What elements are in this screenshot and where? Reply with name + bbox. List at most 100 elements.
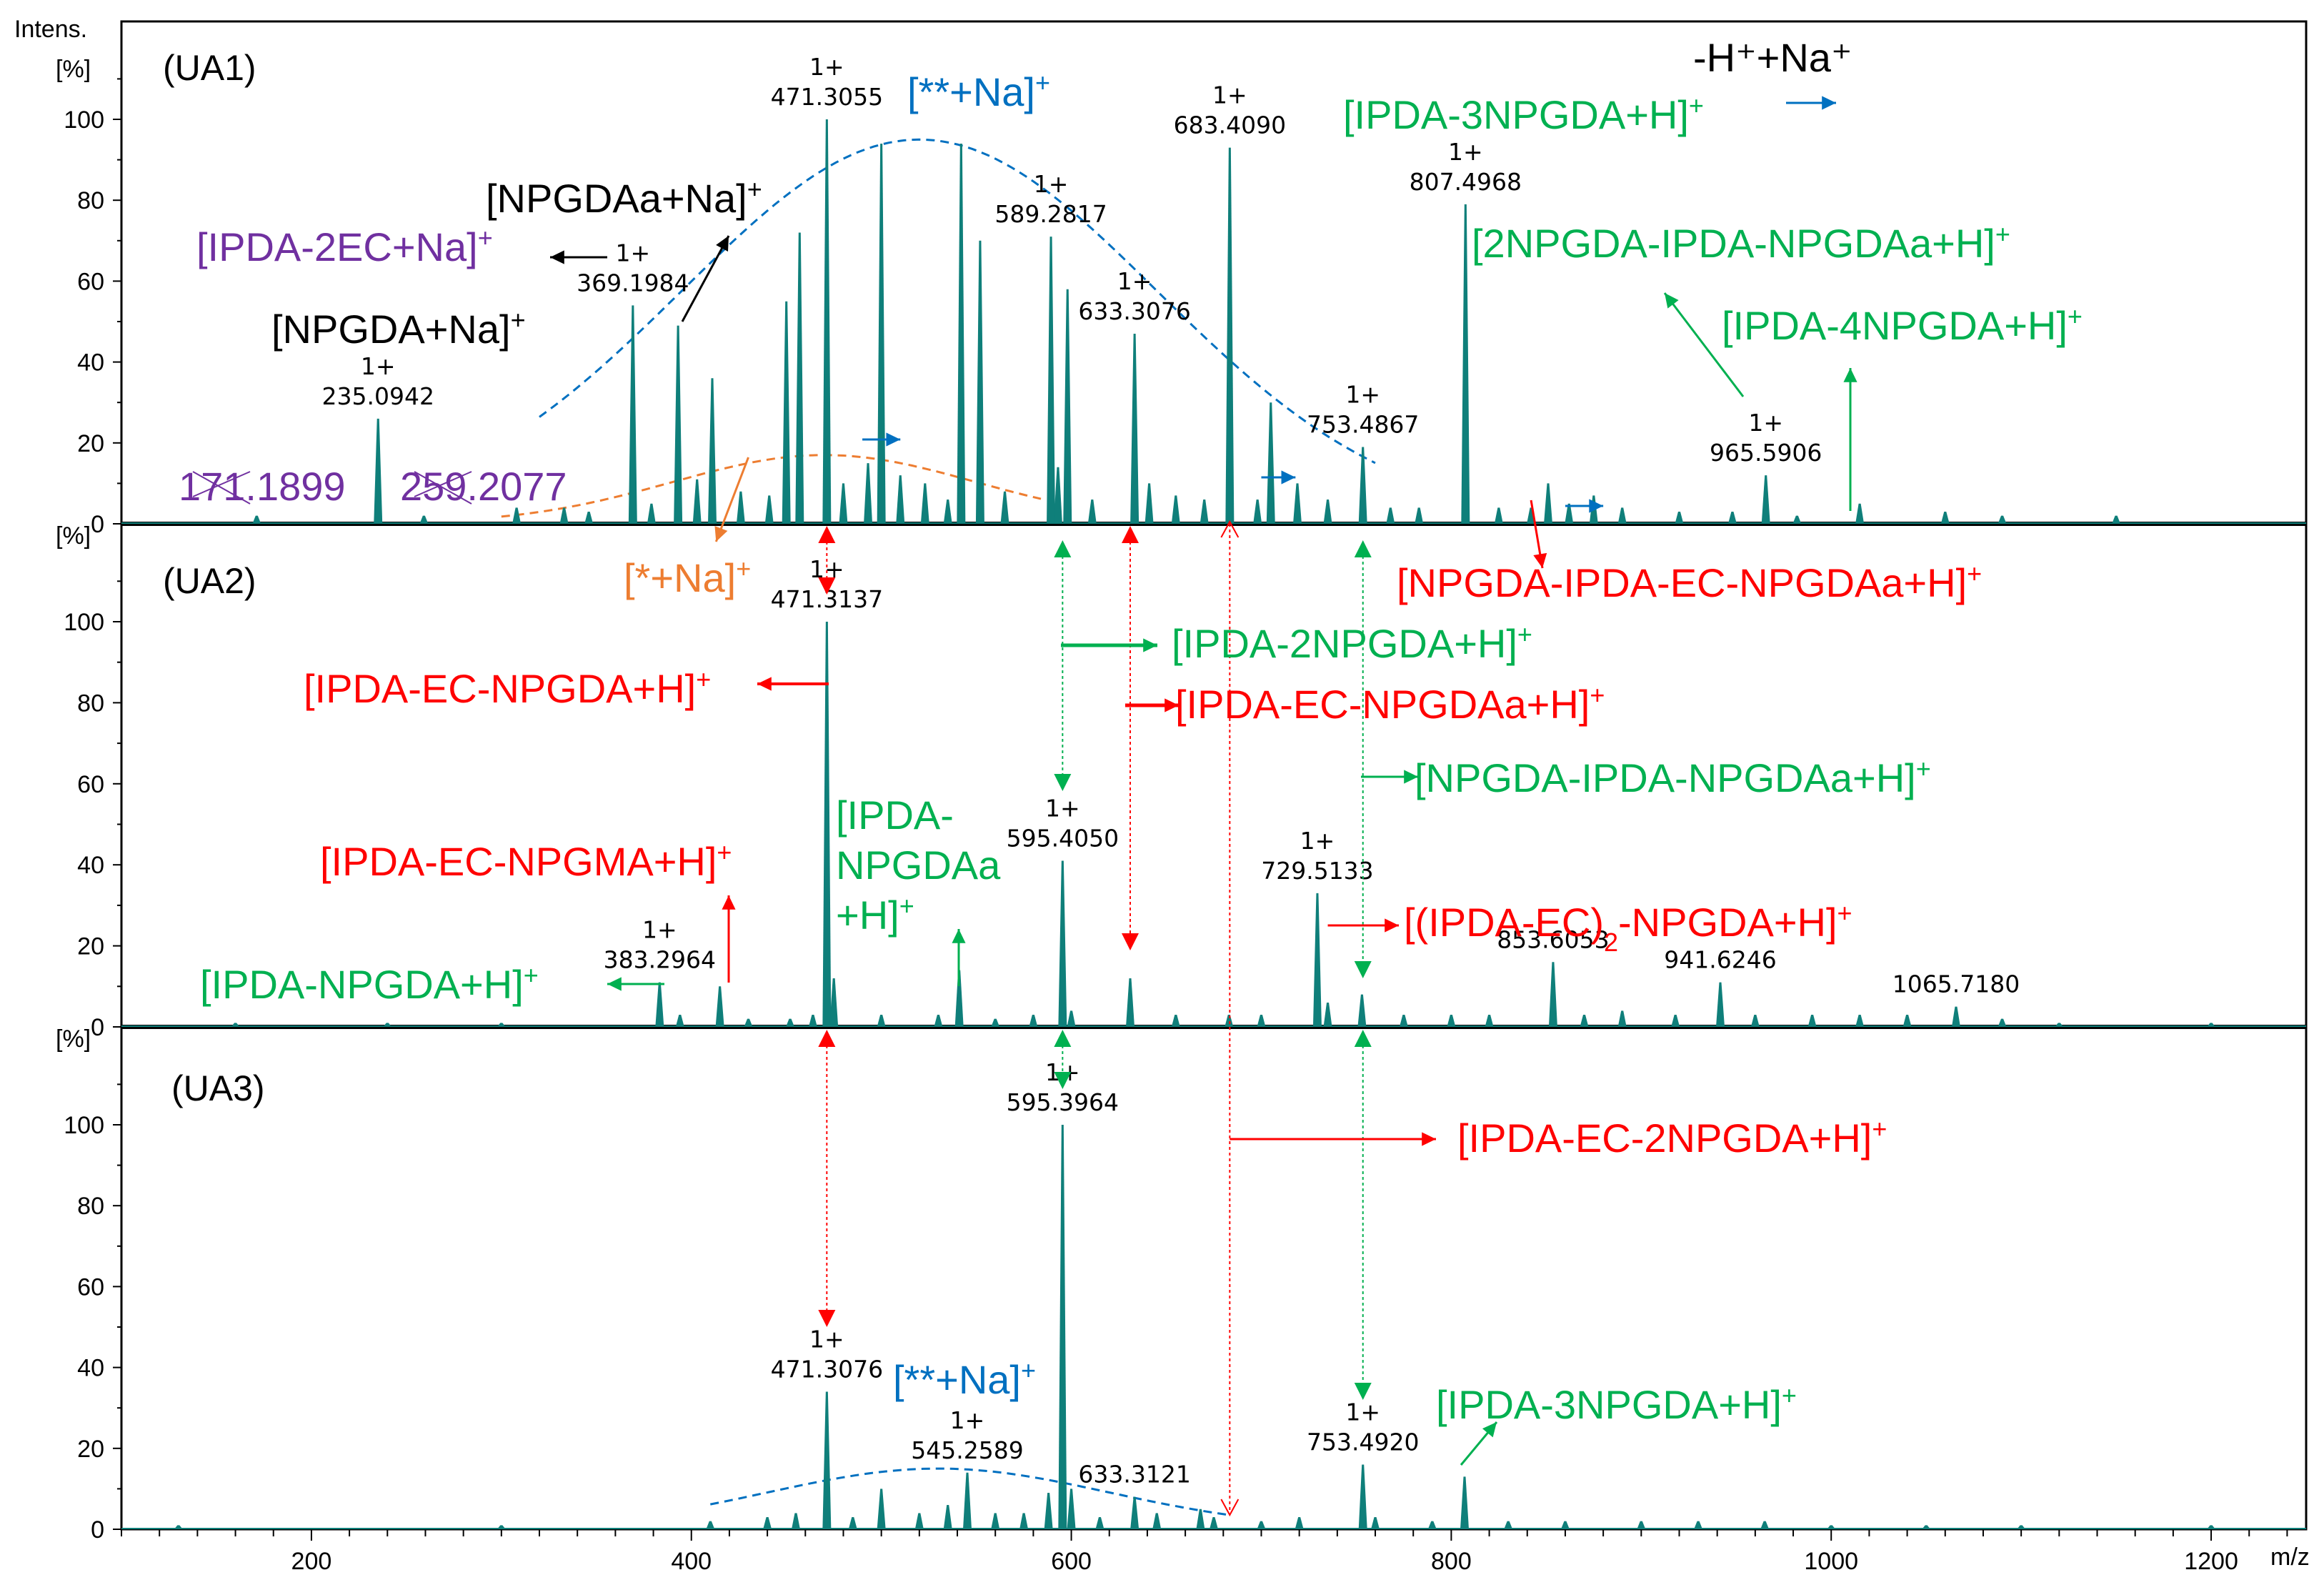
- peak-mz-label: 941.6246: [1664, 946, 1776, 974]
- peak-mz-label: 853.6053: [1497, 925, 1609, 953]
- annotation-ipda_ec_npgda: [IPDA-EC-NPGDA+H]+: [304, 665, 711, 712]
- connector-arrowhead: [818, 526, 836, 543]
- intensity-envelopes: [501, 138, 1376, 1516]
- peak: [674, 325, 683, 524]
- red-arrow-head: [1422, 1132, 1436, 1146]
- connector-arrowhead: [1054, 1030, 1072, 1047]
- y-axis-unit: [%]: [56, 1025, 91, 1053]
- y-tick-label: 100: [64, 106, 104, 134]
- peak: [877, 1489, 886, 1529]
- peak: [1266, 402, 1275, 524]
- peak: [782, 301, 791, 524]
- peak: [1371, 1517, 1380, 1529]
- y-axis-unit: [%]: [56, 522, 91, 550]
- peak: [1427, 1521, 1437, 1529]
- peak: [1504, 1521, 1513, 1529]
- orange-envelope: [501, 454, 1042, 518]
- green-arrow-head: [1143, 638, 1157, 652]
- annotation-superscript: +: [1872, 1114, 1887, 1143]
- arrow-up-right: [681, 235, 730, 322]
- arrow-up-right-head: [716, 236, 729, 252]
- peak: [1152, 1513, 1162, 1529]
- peak: [231, 1023, 240, 1027]
- peak: [512, 507, 522, 524]
- peak: [1807, 1014, 1817, 1027]
- peak: [497, 1023, 506, 1027]
- peak: [744, 1018, 753, 1027]
- y-tick-label: 80: [77, 1193, 104, 1220]
- peak: [1257, 1014, 1266, 1027]
- peak: [1019, 1513, 1029, 1529]
- peak: [736, 491, 745, 524]
- peak: [1415, 507, 1424, 524]
- peak-charge: 1+: [950, 1406, 985, 1434]
- blue-arrow-head: [1589, 499, 1604, 513]
- peak: [1095, 1517, 1104, 1529]
- annotation-arrows: [550, 96, 1857, 1466]
- annotation-na_npgda: [NPGDA+Na]+: [271, 305, 526, 352]
- annotation-text: [IPDA-NPGDA+H]: [200, 962, 524, 1007]
- peak: [943, 1505, 952, 1529]
- peak: [1560, 1521, 1570, 1529]
- peak: [374, 418, 383, 524]
- annotation-ipda4npgda: [IPDA-4NPGDA+H]+: [1722, 302, 2083, 349]
- annotation-ipda_ec_npgma: [IPDA-EC-NPGMA+H]+: [320, 838, 732, 885]
- y-tick-label: 0: [91, 511, 104, 538]
- peak-charge: 1+: [1300, 827, 1335, 855]
- connector-arrowhead: [1121, 526, 1139, 543]
- peak-charge: 1+: [1448, 138, 1483, 166]
- peak: [920, 483, 929, 524]
- annotation-superscript: +: [478, 223, 493, 252]
- y-tick-label: 80: [77, 187, 104, 214]
- peak: [877, 1014, 886, 1027]
- annotation-ipda_npgda: [IPDA-NPGDA+H]+: [200, 960, 539, 1008]
- peak: [991, 1018, 1000, 1027]
- annotation-ipda3npgda: [IPDA-3NPGDA+H]+: [1343, 91, 1704, 138]
- peak: [1544, 483, 1553, 524]
- peak: [1386, 507, 1395, 524]
- peak: [1144, 483, 1154, 524]
- peak: [1058, 860, 1067, 1027]
- blue-arrow-head: [1822, 96, 1836, 110]
- peak: [1761, 475, 1770, 524]
- struck-peak-label: 259.2077: [400, 464, 567, 509]
- peak: [1855, 503, 1865, 524]
- peak: [1565, 503, 1574, 524]
- peak: [1855, 1014, 1865, 1027]
- peak: [764, 495, 774, 524]
- peak-mz-label: 235.0942: [321, 382, 434, 410]
- peak-mz-label: 729.5133: [1261, 857, 1373, 885]
- peak: [795, 232, 804, 524]
- peak: [1053, 467, 1062, 524]
- peak-mz-label: 383.2964: [604, 946, 716, 974]
- peak-charge: 1+: [642, 916, 677, 944]
- peak-mz-label: 965.5906: [1710, 439, 1822, 467]
- peak: [1323, 1002, 1332, 1027]
- annotation-superscript: +: [1837, 898, 1852, 928]
- annotation-ipda_ec2_npgda_a: [(IPDA-EC)2-NPGDA+H]+: [1404, 898, 1852, 957]
- red-arrow-head: [757, 677, 772, 691]
- annotation-text: -NPGDA+H]: [1618, 900, 1837, 945]
- y-tick-label: 100: [64, 1112, 104, 1139]
- annotation-ipda_ec_2npgda: [IPDA-EC-2NPGDA+H]+: [1457, 1114, 1887, 1161]
- annotation-superscript: +: [524, 960, 539, 990]
- x-tick-label: 1000: [1804, 1548, 1858, 1575]
- strike-line: [414, 471, 472, 497]
- annotation-text: [2NPGDA-IPDA-NPGDAa+H]: [1472, 221, 1995, 266]
- annotation-text: [(IPDA-EC): [1404, 900, 1604, 945]
- peak: [848, 1517, 857, 1529]
- peak-mz-label: 369.1984: [577, 269, 689, 297]
- annotation-text: NPGDAa: [836, 843, 1001, 888]
- peak: [692, 479, 702, 524]
- peak: [383, 1023, 392, 1027]
- peak: [1998, 515, 2007, 524]
- peak: [252, 515, 261, 524]
- panel-label: (UA1): [163, 48, 256, 88]
- panel-labels: (UA1) (UA2) (UA3): [163, 48, 265, 1108]
- peak: [675, 1014, 684, 1027]
- peak: [497, 1525, 506, 1529]
- strike-line: [192, 471, 251, 497]
- peak: [1460, 1476, 1470, 1529]
- peak: [1295, 1517, 1304, 1529]
- connector-arrowhead: [818, 1030, 836, 1047]
